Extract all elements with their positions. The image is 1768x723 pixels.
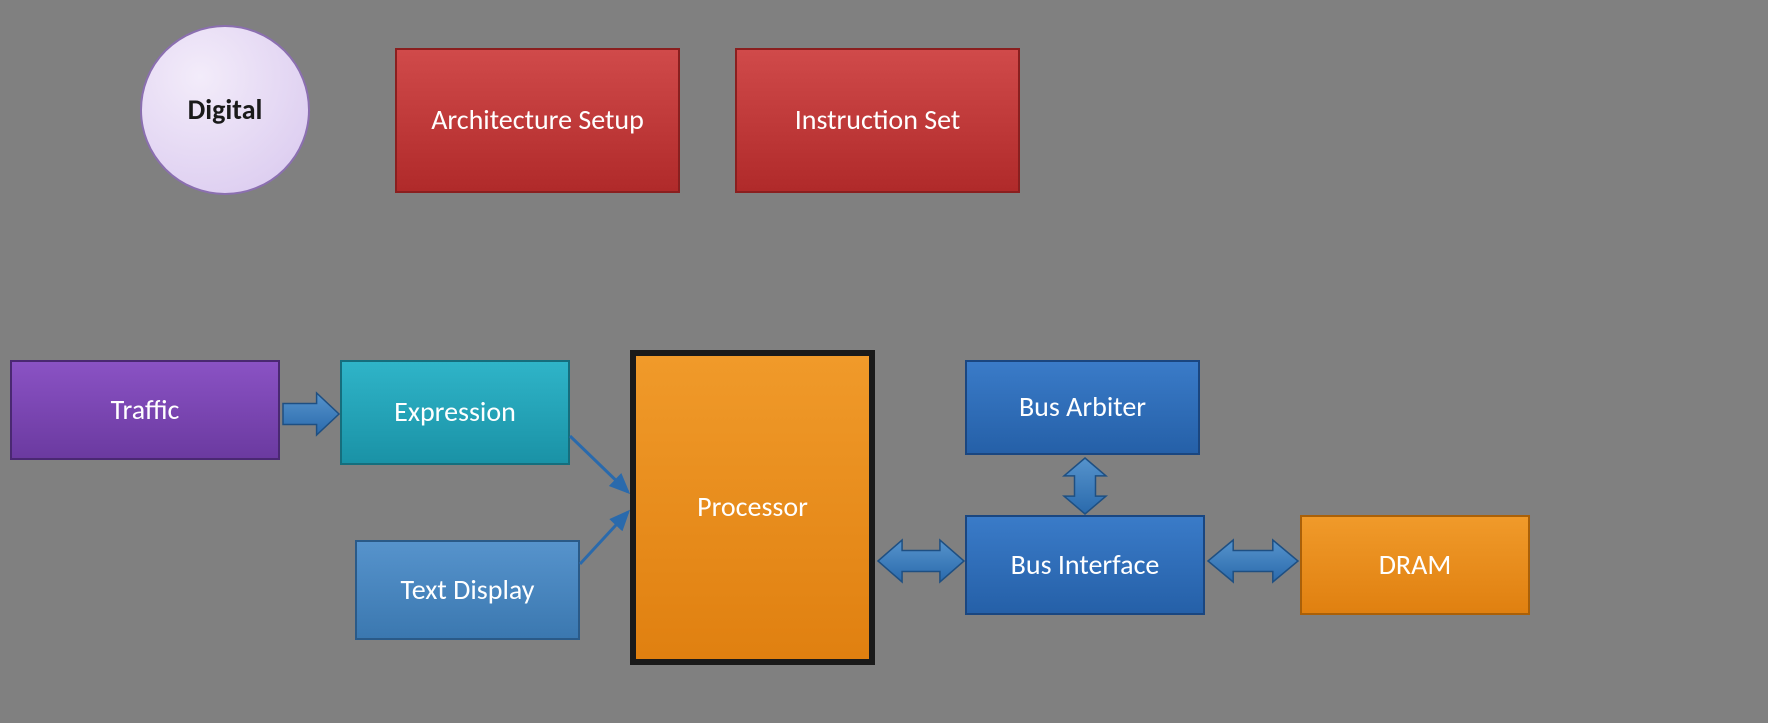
connector-traffic-to-expression: [283, 393, 339, 435]
node-processor: Processor: [630, 350, 875, 665]
node-dram: DRAM: [1300, 515, 1530, 615]
node-traffic: Traffic: [10, 360, 280, 460]
node-architecture-setup: Architecture Setup: [395, 48, 680, 193]
node-bus-interface: Bus Interface: [965, 515, 1205, 615]
connector-processor-businterface: [878, 540, 964, 582]
connector-expression-to-processor: [558, 424, 640, 504]
connector-arbiter-businterface: [1064, 458, 1106, 514]
node-digital: Digital: [140, 25, 310, 195]
node-label: Instruction Set: [795, 105, 961, 136]
node-label: Traffic: [111, 395, 180, 426]
diagram-canvas: Digital Architecture Setup Instruction Set…: [0, 0, 1768, 723]
connector-businterface-dram: [1208, 540, 1298, 582]
node-label: Digital: [188, 95, 263, 126]
node-label: Bus Arbiter: [1019, 392, 1146, 423]
node-label: Expression: [394, 397, 516, 428]
node-text-display: Text Display: [355, 540, 580, 640]
node-label: Text Display: [401, 575, 535, 606]
node-bus-arbiter: Bus Arbiter: [965, 360, 1200, 455]
node-label: Processor: [697, 492, 808, 523]
node-label: Architecture Setup: [431, 105, 644, 136]
node-label: DRAM: [1379, 550, 1452, 581]
node-expression: Expression: [340, 360, 570, 465]
node-label: Bus Interface: [1011, 550, 1160, 581]
node-instruction-set: Instruction Set: [735, 48, 1020, 193]
